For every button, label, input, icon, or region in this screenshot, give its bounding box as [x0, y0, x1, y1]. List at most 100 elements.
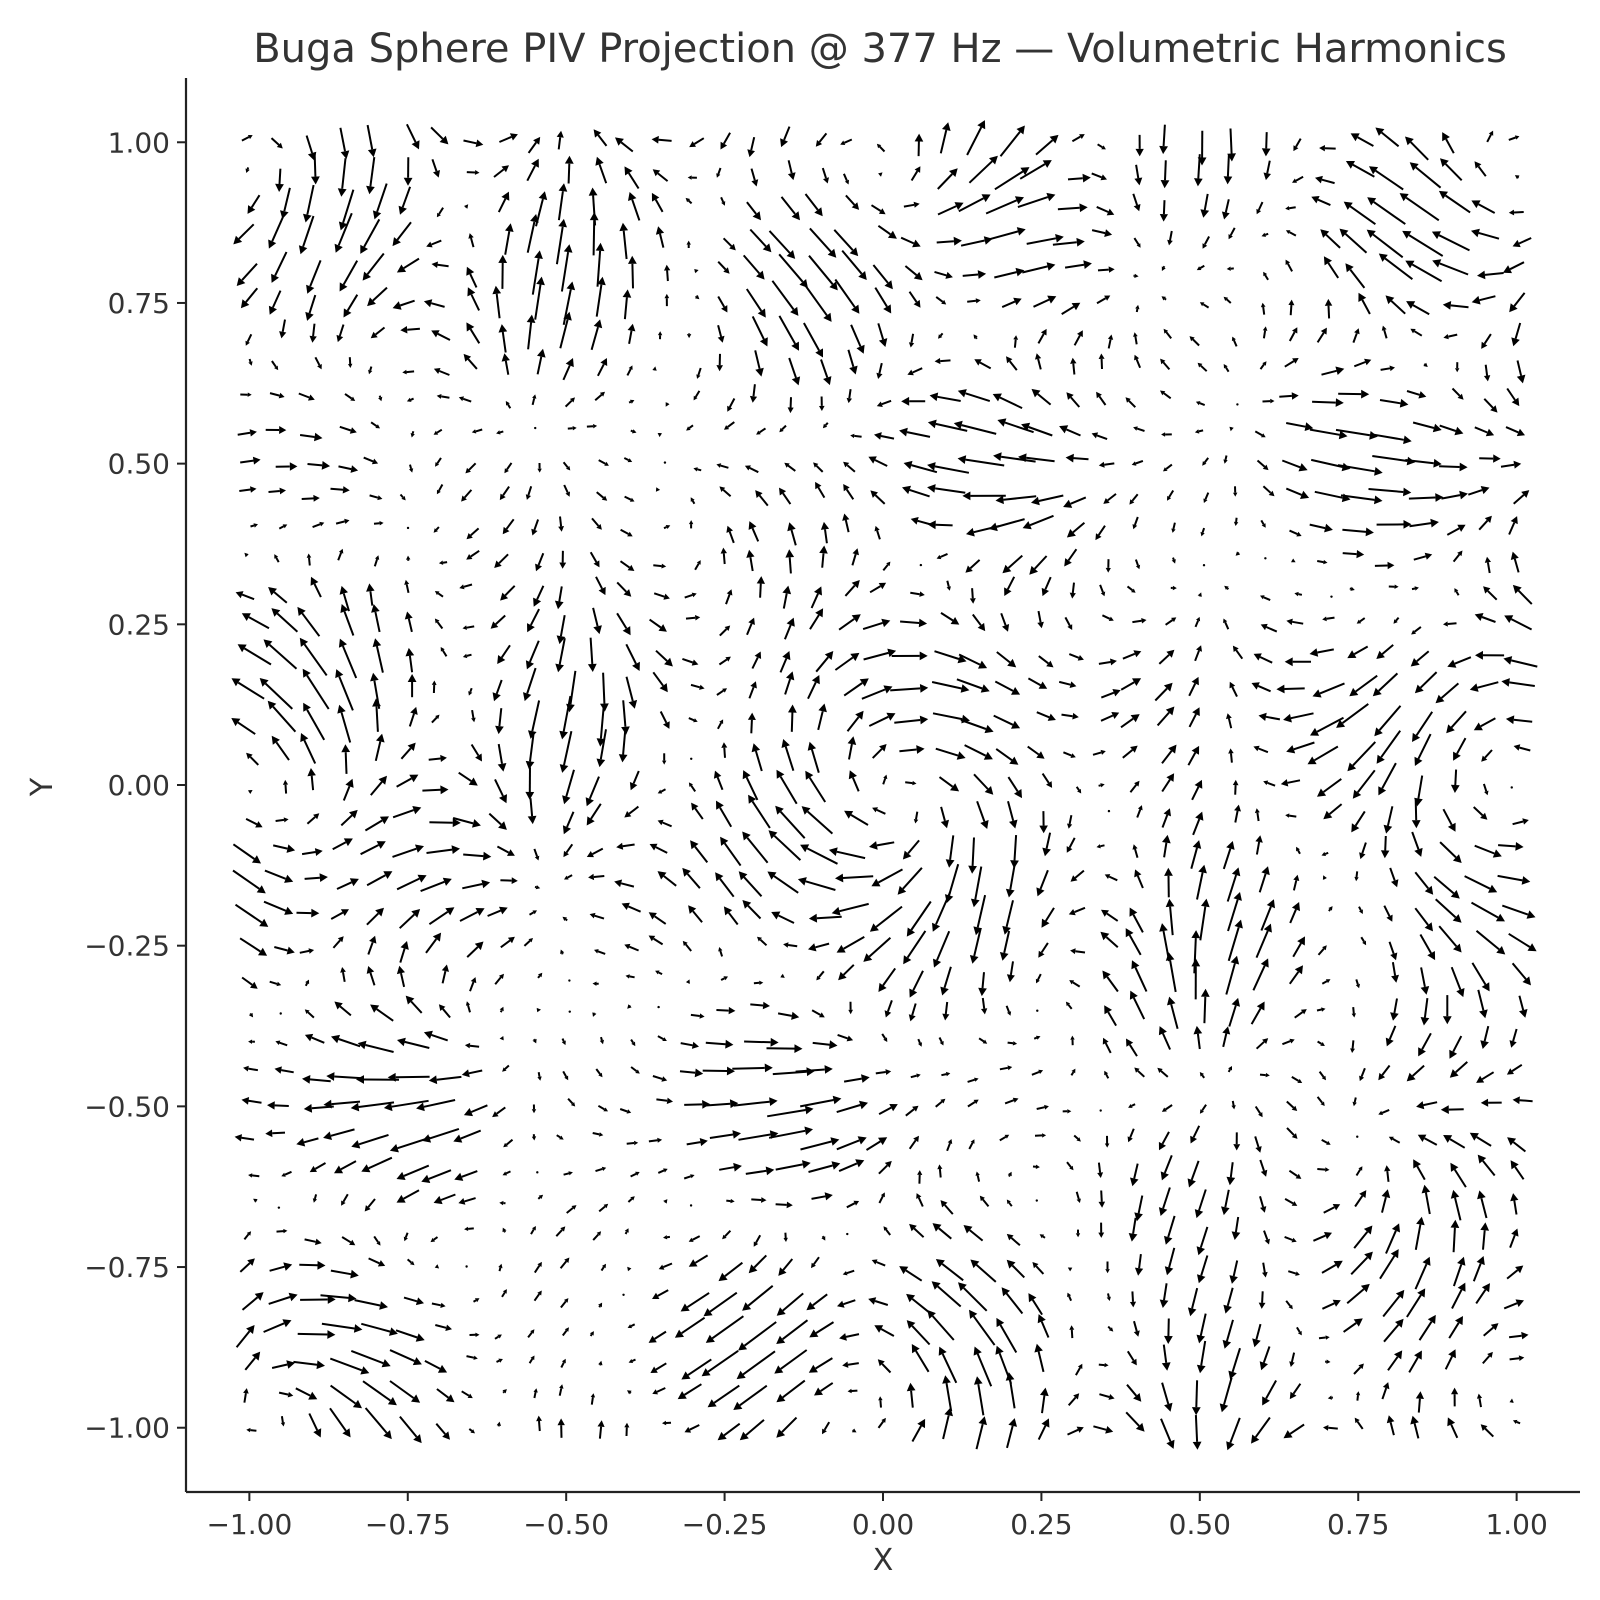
vector-arrow [1484, 556, 1491, 574]
vector-arrow [680, 1041, 699, 1049]
vector-arrow [1440, 1105, 1464, 1114]
vector-arrow [1346, 1283, 1370, 1304]
vector-arrow [1472, 1256, 1485, 1282]
vector-arrow [1414, 871, 1434, 895]
vector-arrow [1200, 988, 1210, 1024]
vector-arrow [1192, 1415, 1202, 1450]
vector-arrow [1474, 844, 1502, 858]
vector-arrow [1165, 898, 1175, 936]
vector-arrow [1099, 1393, 1115, 1400]
vector-arrow [992, 393, 1023, 410]
vector-arrow [468, 233, 475, 248]
vector-arrow [716, 353, 723, 372]
vector-arrow [275, 462, 298, 471]
vector-arrow [1360, 936, 1367, 946]
vector-arrow [281, 1170, 292, 1177]
vector-arrow [1064, 616, 1073, 630]
vector-arrow [366, 871, 393, 887]
vector-arrow [1509, 292, 1526, 313]
vector-arrow [493, 165, 509, 178]
vector-arrow [1375, 127, 1400, 148]
vector-arrow [428, 907, 455, 926]
vector-arrow [696, 367, 702, 379]
vector-arrow [1134, 1253, 1144, 1276]
vector-arrow [800, 1095, 842, 1108]
vector-arrow [1006, 961, 1015, 983]
vector-arrow [1221, 1189, 1230, 1216]
vector-arrow [430, 1236, 439, 1243]
vector-arrow [532, 1038, 537, 1044]
vector-arrow [309, 1162, 327, 1173]
vector-arrow [783, 942, 798, 948]
vector-arrow [656, 1097, 673, 1104]
vector-arrow [1067, 1426, 1084, 1436]
vector-arrow [1027, 677, 1048, 689]
vector-arrow [869, 905, 903, 932]
vector-arrow [1122, 745, 1138, 759]
vector-arrow [994, 680, 1021, 695]
vector-arrow [279, 319, 287, 339]
vector-arrow [718, 1261, 744, 1282]
vector-arrow [1158, 1026, 1172, 1050]
vector-arrow [663, 1199, 668, 1204]
vector-arrow [657, 1168, 668, 1174]
vector-arrow [1432, 259, 1469, 276]
vector-arrow [270, 137, 283, 149]
vector-arrow [1223, 455, 1228, 464]
vector-arrow [968, 1139, 975, 1150]
vector-arrow [1347, 645, 1369, 659]
vector-arrow [297, 606, 321, 637]
vector-arrow [240, 456, 261, 465]
vector-arrow [341, 1236, 356, 1246]
vector-arrow [342, 778, 354, 801]
vector-arrow [466, 266, 478, 288]
vector-arrow [803, 284, 832, 322]
vector-arrow [865, 1137, 888, 1151]
y-axis-label: Y [25, 777, 60, 797]
vector-arrow [862, 618, 891, 631]
vector-arrow [1131, 459, 1144, 466]
vector-arrow [1356, 1135, 1359, 1138]
vector-arrow [627, 1266, 632, 1272]
vector-arrow [1471, 228, 1500, 240]
vector-arrow [1352, 769, 1376, 799]
vector-arrow [776, 769, 798, 805]
vector-arrow [908, 1003, 917, 1022]
vector-arrow [404, 579, 410, 594]
vector-arrow [1321, 1139, 1331, 1145]
vector-arrow [301, 494, 320, 502]
vector-arrow [360, 841, 386, 856]
vector-arrow [1196, 264, 1205, 271]
vector-arrow [1387, 1350, 1403, 1371]
vector-arrow [1320, 229, 1341, 249]
vector-arrow [1004, 576, 1016, 596]
vector-arrow [1286, 1100, 1298, 1111]
vector-arrow [1039, 811, 1048, 834]
vector-arrow [1435, 898, 1462, 923]
vector-arrow [871, 868, 903, 887]
vector-arrow [231, 678, 265, 700]
vector-arrow [368, 366, 373, 375]
vector-arrow [504, 223, 514, 255]
vector-arrow [1447, 656, 1472, 668]
vector-arrow [704, 1099, 739, 1109]
vector-arrow [718, 656, 731, 666]
vector-arrow [1318, 1071, 1326, 1081]
vector-arrow [703, 1291, 738, 1317]
vector-arrow [431, 330, 451, 341]
vector-arrow [1509, 1028, 1518, 1048]
vector-arrow [245, 167, 250, 173]
vector-arrow [458, 396, 472, 403]
vector-arrow [350, 1349, 391, 1368]
vector-arrow [662, 1420, 672, 1426]
vector-arrow [305, 294, 317, 321]
vector-arrow [779, 424, 787, 433]
vector-arrow [868, 1297, 889, 1306]
vector-arrow [1296, 846, 1301, 855]
vector-arrow [310, 576, 322, 598]
vector-arrow [1129, 493, 1139, 505]
vector-arrow [564, 397, 575, 408]
vector-arrow [1342, 527, 1374, 537]
vector-arrow [776, 1292, 804, 1316]
vector-arrow [1222, 1026, 1231, 1048]
